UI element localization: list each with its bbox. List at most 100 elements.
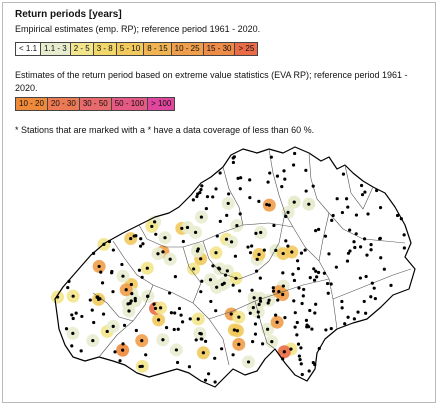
station-dot (195, 249, 200, 253)
station-dot (286, 244, 290, 248)
station-dot (66, 285, 70, 290)
station-dot (311, 184, 315, 188)
station-dot (261, 342, 265, 346)
station-dot (341, 172, 346, 176)
station-dot (141, 242, 145, 246)
station-dot (121, 274, 125, 278)
station-dot (301, 294, 305, 298)
station-dot (233, 254, 238, 258)
station-dot (375, 188, 379, 193)
station-dot (286, 210, 290, 214)
station-dot (362, 237, 367, 241)
station-dot (224, 237, 229, 241)
station-dot (265, 202, 269, 207)
station-dot (345, 259, 350, 263)
station-dot (138, 244, 143, 248)
station-dot (284, 214, 288, 218)
station-dot (91, 338, 95, 343)
station-dot (313, 311, 317, 315)
station-dot (253, 322, 258, 326)
station-dot (295, 320, 299, 325)
station-dot (80, 314, 84, 319)
empirical_legend-swatch-5: 8 - 15 (144, 43, 172, 55)
station-dot (364, 311, 368, 315)
station-dot (310, 327, 314, 331)
station-dot (199, 215, 204, 219)
station-dot (290, 250, 294, 254)
station-dot (133, 296, 137, 301)
station-dot (292, 278, 297, 283)
station-dot (296, 342, 301, 346)
station-dot (297, 286, 301, 290)
station-dot (118, 359, 122, 363)
station-dot (251, 305, 255, 310)
map-panel: Return periods [years] Empirical estimat… (2, 2, 436, 403)
station-dot (156, 252, 160, 256)
station-dot (271, 289, 276, 293)
station-dot (145, 266, 149, 270)
empirical_legend-swatch-1: 1.1 - 3 (41, 43, 71, 55)
empirical_legend-swatch-3: 3 - 8 (93, 43, 117, 55)
station-dot (232, 328, 236, 332)
station-dot (346, 251, 351, 255)
station-dot (129, 236, 133, 241)
station-dot (127, 309, 131, 313)
station-dot (275, 174, 280, 178)
station-dot (291, 272, 295, 276)
eva_legend-swatch-1: 20 - 30 (47, 98, 80, 110)
station-dot (193, 230, 198, 234)
station-dot (198, 331, 202, 336)
station-dot (139, 237, 143, 241)
eva_legend-swatch-4: > 100 (148, 98, 175, 110)
station-dot (192, 267, 196, 271)
station-dot (71, 331, 75, 335)
station-dot (299, 251, 304, 255)
switzerland-map[interactable] (33, 143, 423, 395)
station-dot (100, 281, 105, 285)
station-dot (250, 288, 254, 292)
station-dot (215, 234, 219, 238)
station-dot (146, 294, 150, 298)
station-dot (154, 232, 158, 236)
station-dot (248, 178, 252, 182)
station-dot (364, 274, 368, 279)
station-dot (268, 171, 272, 175)
station-dot (250, 244, 254, 248)
station-dot (97, 264, 101, 269)
station-dot (295, 333, 299, 337)
station-dot (269, 155, 273, 159)
empirical_legend-swatch-4: 5 - 10 (116, 43, 145, 55)
station-dot (204, 206, 208, 211)
station-dot (200, 279, 204, 283)
station-dot (363, 190, 367, 194)
station-dot (157, 318, 161, 322)
station-dot (209, 299, 213, 304)
station-dot (277, 290, 281, 294)
station-dot (236, 176, 240, 180)
station-dot (200, 184, 204, 188)
station-dot (74, 311, 78, 315)
station-dot (167, 291, 172, 295)
station-dot (314, 229, 318, 233)
station-dot (102, 242, 106, 246)
eva_legend-swatch-0: 10 - 20 (16, 98, 48, 110)
station-dot (352, 240, 356, 244)
station-dot (369, 295, 373, 299)
station-dot (206, 372, 211, 376)
station-dot (196, 317, 200, 321)
station-dot (295, 259, 300, 263)
station-dot (111, 290, 115, 294)
station-dot (214, 187, 218, 191)
station-dot (289, 347, 293, 351)
station-dot (257, 302, 261, 307)
station-dot (113, 350, 117, 354)
station-dot (323, 234, 328, 238)
station-dot (133, 299, 137, 303)
station-dot (175, 360, 180, 365)
station-dot (312, 278, 317, 282)
station-dot (150, 224, 154, 229)
station-dot (304, 318, 309, 322)
station-dot (266, 301, 270, 305)
station-dot (343, 322, 347, 326)
